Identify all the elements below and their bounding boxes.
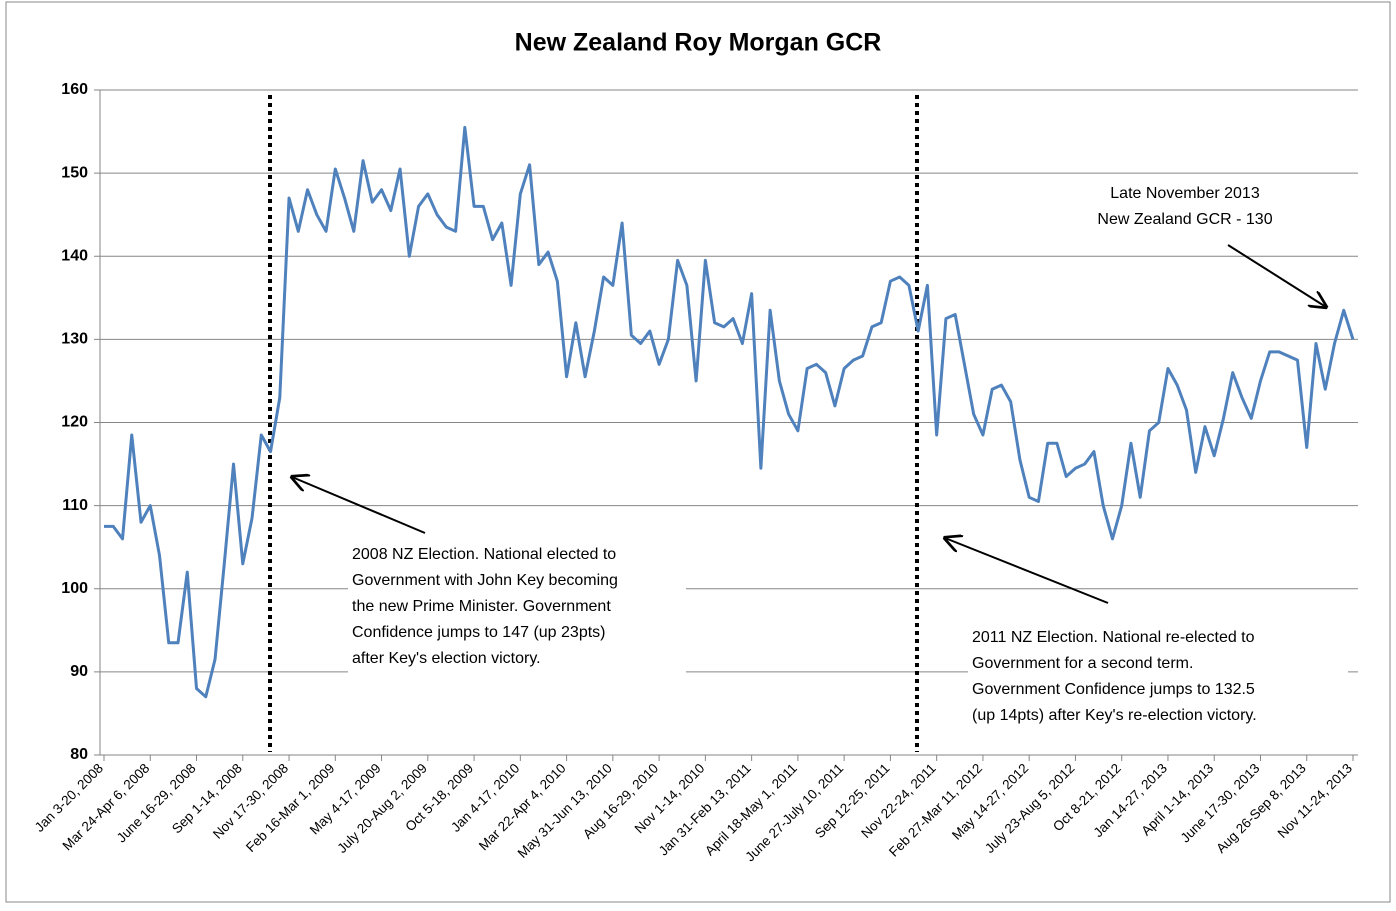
annotation: Late November 2013 <box>1110 185 1260 202</box>
y-tick-label: 160 <box>61 81 88 98</box>
annotation: the new Prime Minister. Government <box>352 598 611 615</box>
annotation: after Key's election victory. <box>352 650 541 667</box>
y-tick-label: 100 <box>61 580 88 597</box>
annotation-bg <box>1070 178 1300 230</box>
annotation: Confidence jumps to 147 (up 23pts) <box>352 624 605 641</box>
arrow <box>945 538 1109 604</box>
annotation: Government with John Key becoming <box>352 572 618 589</box>
annotation: 2011 NZ Election. National re-elected to <box>972 629 1255 646</box>
y-tick-label: 130 <box>61 331 88 348</box>
annotation: (up 14pts) after Key's re-election victo… <box>972 707 1257 724</box>
annotation: New Zealand GCR - 130 <box>1097 211 1272 228</box>
chart-border <box>5 1 1391 903</box>
y-tick-label: 150 <box>61 164 88 181</box>
y-tick-label: 140 <box>61 247 88 264</box>
y-tick-label: 120 <box>61 414 88 431</box>
annotation: 2008 NZ Election. National elected to <box>352 546 616 563</box>
chart-title: New Zealand Roy Morgan GCR <box>515 29 882 57</box>
data-line <box>104 125 1355 699</box>
y-tick-label: 110 <box>62 497 88 514</box>
annotation: Government for a second term. <box>972 655 1193 672</box>
y-tick-label: 80 <box>70 746 88 763</box>
y-tick-label: 90 <box>70 663 88 680</box>
arrow <box>292 477 426 534</box>
annotation-bg <box>348 539 686 674</box>
annotation-bg <box>968 622 1348 732</box>
arrow <box>1227 244 1326 307</box>
annotation: Government Confidence jumps to 132.5 <box>972 681 1255 698</box>
